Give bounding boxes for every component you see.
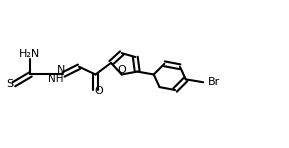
Text: Br: Br (208, 77, 220, 87)
Text: O: O (117, 65, 126, 75)
Text: N: N (57, 65, 66, 75)
Text: S: S (7, 79, 14, 89)
Text: H₂N: H₂N (19, 49, 40, 59)
Text: NH: NH (48, 74, 64, 84)
Text: O: O (94, 86, 103, 96)
